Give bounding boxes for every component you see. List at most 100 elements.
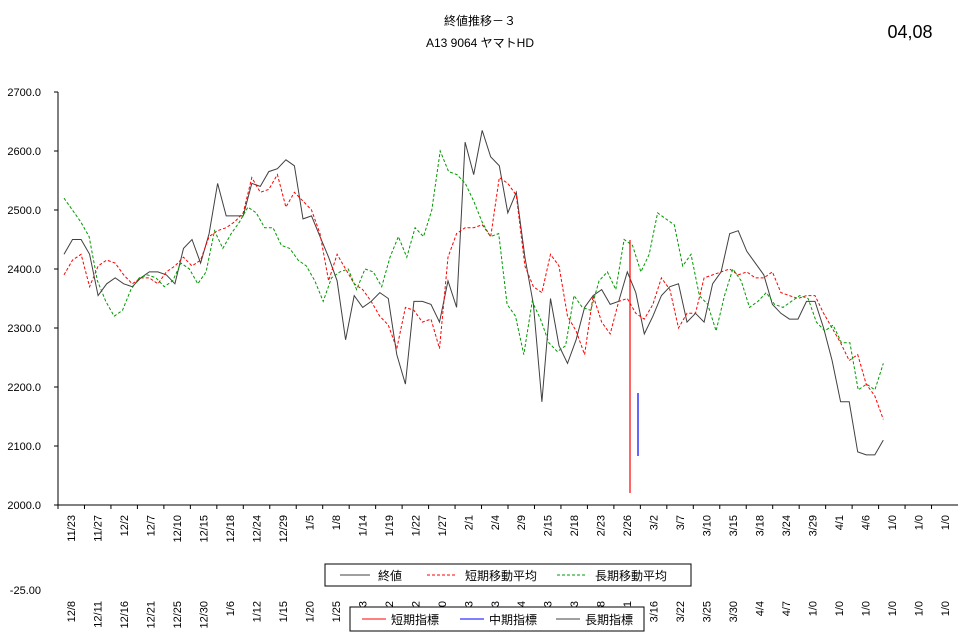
indicator-x-tick-label: 1/0 bbox=[913, 601, 925, 616]
x-tick-label: 1/0 bbox=[913, 515, 925, 530]
y-tick-label: 2500.0 bbox=[7, 205, 41, 217]
indicator-x-tick-label: 4 bbox=[516, 601, 528, 607]
x-tick-label: 1/27 bbox=[437, 515, 449, 536]
x-tick-label: 12/2 bbox=[119, 515, 131, 536]
indicator-y-tick-labels: -25.00 bbox=[10, 585, 41, 597]
indicator-x-tick-label: 12/8 bbox=[66, 601, 78, 622]
price-y-tick-labels: 2000.0 2100.0 2200.0 2300.0 2400.0 2500.0 2600… bbox=[7, 87, 41, 512]
x-tick-label: 12/10 bbox=[172, 515, 184, 543]
indicator-x-tick-label: 2 bbox=[384, 601, 396, 607]
indicator-x-tick-label: 1/25 bbox=[331, 601, 343, 622]
indicator-x-tick-label: 3 bbox=[569, 601, 581, 607]
indicator-x-tick-label: 8 bbox=[596, 601, 608, 607]
x-tick-label: 1/5 bbox=[304, 515, 316, 530]
x-tick-label: 2/15 bbox=[543, 515, 555, 536]
y-tick-label: 2400.0 bbox=[7, 264, 41, 276]
x-tick-label: 12/24 bbox=[252, 515, 264, 543]
x-tick-label: 11/27 bbox=[93, 515, 105, 542]
indicator-x-tick-label: 1 bbox=[622, 601, 634, 607]
indicator-x-tick-label: 12/11 bbox=[93, 601, 105, 628]
legend-item-label: 終値 bbox=[378, 568, 402, 583]
x-tick-label: 3/18 bbox=[754, 515, 766, 536]
x-tick-label: 3/7 bbox=[675, 515, 687, 530]
corner-label: 04,08 bbox=[887, 22, 932, 42]
x-tick-label: 2/9 bbox=[516, 515, 528, 530]
indicator-x-tick-label: 1/0 bbox=[834, 601, 846, 616]
x-tick-label: 11/23 bbox=[66, 515, 78, 542]
indicator-legend-label: 中期指標 bbox=[489, 612, 537, 627]
long-moving-average-line bbox=[63, 149, 884, 391]
chart-subtitle: A13 9064 ヤマトHD bbox=[426, 36, 534, 50]
indicator-legend-box bbox=[349, 606, 645, 632]
x-tick-label: 12/29 bbox=[278, 515, 290, 543]
x-tick-label: 1/0 bbox=[940, 515, 952, 530]
indicator-x-tick-label: 1/0 bbox=[807, 601, 819, 616]
price-legend: 終値 短期移動平均 長期移動平均 bbox=[324, 563, 692, 587]
x-tick-label: 12/15 bbox=[199, 515, 211, 543]
indicator-x-tick-label: 2 bbox=[410, 601, 422, 607]
indicator-y-tick-label: -25.00 bbox=[10, 585, 41, 597]
y-tick-label: 2200.0 bbox=[7, 382, 41, 394]
x-tick-label: 2/26 bbox=[622, 515, 634, 536]
indicator-x-tick-label: 1/0 bbox=[887, 601, 899, 616]
indicator-x-tick-label: 4/7 bbox=[781, 601, 793, 616]
x-tick-label: 1/22 bbox=[410, 515, 422, 536]
price-series-lines bbox=[63, 130, 884, 456]
legend-item-label: 短期移動平均 bbox=[465, 569, 537, 583]
close-price-line bbox=[63, 130, 884, 456]
indicator-x-tick-label: 3 bbox=[357, 601, 369, 607]
indicator-x-tick-label: 12/16 bbox=[119, 601, 131, 629]
x-tick-label: 3/15 bbox=[728, 515, 740, 536]
indicator-signal-lines bbox=[629, 240, 639, 493]
x-tick-label: 1/19 bbox=[384, 515, 396, 536]
indicator-x-tick-labels: 12/8 12/11 12/16 12/21 12/25 12/30 1/6 1/12 1/15… bbox=[66, 601, 952, 629]
y-tick-label: 2100.0 bbox=[7, 441, 41, 453]
indicator-legend-label: 短期指標 bbox=[391, 612, 439, 627]
y-tick-label: 2700.0 bbox=[7, 87, 41, 99]
indicator-x-tick-label: 3/16 bbox=[649, 601, 661, 622]
indicator-x-tick-label: 4/4 bbox=[754, 601, 766, 616]
x-tick-label: 1/8 bbox=[331, 515, 343, 530]
x-tick-label: 2/23 bbox=[596, 515, 608, 536]
price-legend-box bbox=[324, 563, 692, 587]
x-tick-label: 2/4 bbox=[490, 515, 502, 530]
indicator-x-tick-label: 1/6 bbox=[225, 601, 237, 616]
indicator-x-tick-label: 3 bbox=[490, 601, 502, 607]
indicator-x-tick-label: 1/0 bbox=[940, 601, 952, 616]
chart-title: 終値推移－３ bbox=[444, 13, 516, 28]
x-tick-label: 3/2 bbox=[649, 515, 661, 530]
indicator-x-tick-label: 3/30 bbox=[728, 601, 740, 622]
indicator-x-tick-label: 12/21 bbox=[146, 601, 158, 629]
indicator-x-tick-label: 1/0 bbox=[860, 601, 872, 616]
x-tick-label: 4/6 bbox=[860, 515, 872, 530]
indicator-x-tick-label: 1/15 bbox=[278, 601, 290, 622]
indicator-x-tick-label: 1/12 bbox=[252, 601, 264, 622]
short-moving-average-line bbox=[63, 173, 884, 420]
x-tick-label: 3/29 bbox=[807, 515, 819, 536]
x-tick-label: 2/18 bbox=[569, 515, 581, 536]
indicator-legend-label: 長期指標 bbox=[585, 612, 633, 627]
price-x-tick-labels: 11/23 11/27 12/2 12/7 12/10 12/15 12/18 12/24 12… bbox=[66, 515, 952, 543]
legend-item-label: 長期移動平均 bbox=[595, 569, 667, 583]
x-tick-label: 4/1 bbox=[834, 515, 846, 530]
x-tick-label: 3/10 bbox=[702, 515, 714, 536]
y-tick-label: 2600.0 bbox=[7, 146, 41, 158]
indicator-x-tick-label: 3/25 bbox=[702, 601, 714, 622]
indicator-x-tick-label: 12/25 bbox=[172, 601, 184, 629]
indicator-x-tick-label: 0 bbox=[437, 601, 449, 607]
x-tick-label: 3/24 bbox=[781, 515, 793, 536]
indicator-x-tick-label: 12/30 bbox=[199, 601, 211, 629]
x-tick-label: 1/14 bbox=[357, 515, 369, 536]
y-tick-label: 2000.0 bbox=[7, 500, 41, 512]
x-tick-label: 2/1 bbox=[463, 515, 475, 530]
y-tick-label: 2300.0 bbox=[7, 323, 41, 335]
indicator-x-tick-label: 3/22 bbox=[675, 601, 687, 622]
price-chart-axes bbox=[54, 91, 958, 509]
x-tick-label: 12/7 bbox=[146, 515, 158, 536]
x-tick-label: 1/0 bbox=[887, 515, 899, 530]
indicator-x-tick-label: 1/20 bbox=[304, 601, 316, 622]
indicator-x-tick-label: 3 bbox=[463, 601, 475, 607]
indicator-x-tick-label: 3 bbox=[543, 601, 555, 607]
x-tick-label: 12/18 bbox=[225, 515, 237, 543]
